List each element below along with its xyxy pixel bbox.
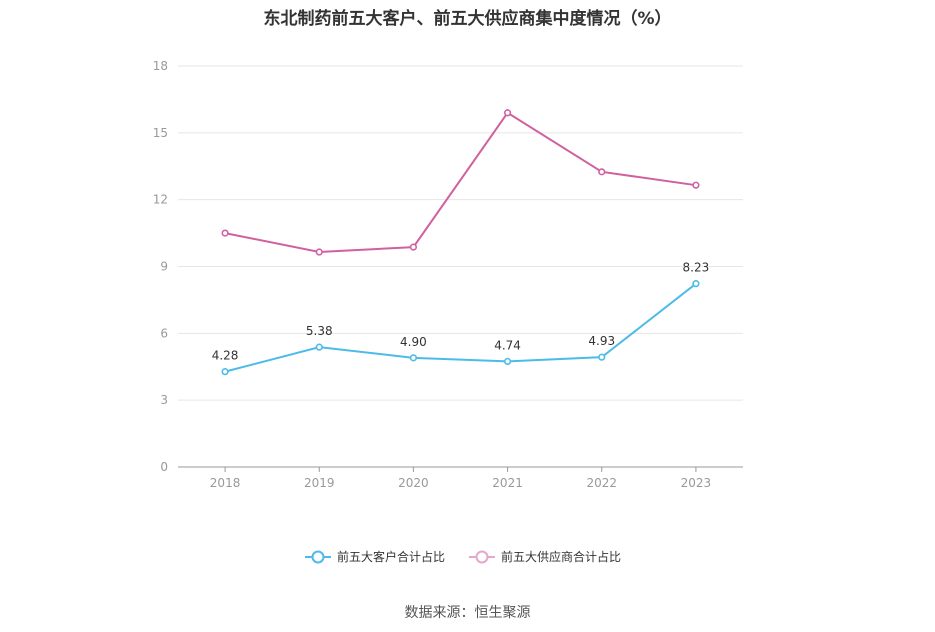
legend-marker (475, 550, 489, 564)
data-label: 4.28 (212, 349, 239, 363)
data-point (221, 368, 229, 376)
y-tick-label: 18 (153, 59, 168, 73)
series-line-1 (224, 111, 697, 254)
y-tick-label: 3 (160, 393, 168, 407)
data-label: 4.74 (494, 338, 521, 352)
data-point (409, 243, 418, 251)
x-tick-label: 2023 (681, 476, 712, 490)
data-point (692, 280, 700, 288)
data-point (503, 357, 512, 366)
y-tick-label: 12 (153, 193, 168, 207)
data-label: 4.93 (588, 334, 615, 348)
y-tick-label: 0 (160, 460, 168, 474)
x-tick-label: 2022 (586, 476, 617, 490)
data-point (598, 353, 606, 361)
legend-item-0: 前五大客户合计占比 (305, 549, 445, 564)
legend-label: 前五大客户合计占比 (337, 549, 445, 564)
chart-title: 东北制药前五大客户、前五大供应商集中度情况（%） (263, 9, 672, 29)
data-source: 数据来源：恒生聚源 (404, 605, 531, 621)
x-tick-label: 2021 (492, 476, 523, 490)
data-point (598, 168, 606, 176)
y-tick-label: 6 (160, 326, 168, 340)
data-point (315, 248, 323, 256)
x-tick-label: 2019 (304, 476, 335, 490)
y-tick-label: 15 (153, 126, 168, 140)
data-label: 5.38 (306, 324, 333, 338)
data-label: 4.90 (400, 335, 427, 349)
y-tick-label: 9 (160, 260, 168, 274)
data-label: 8.23 (683, 261, 710, 275)
data-point (315, 343, 323, 351)
data-point (503, 109, 512, 117)
legend-label: 前五大供应商合计占比 (501, 549, 621, 564)
x-tick-label: 2020 (398, 476, 429, 490)
x-tick-label: 2018 (210, 476, 241, 490)
legend-marker (311, 550, 325, 564)
data-point (409, 354, 418, 362)
data-point (692, 181, 700, 189)
data-point (221, 229, 229, 237)
legend-item-1: 前五大供应商合计占比 (469, 549, 621, 564)
series-line-0 (224, 282, 697, 373)
